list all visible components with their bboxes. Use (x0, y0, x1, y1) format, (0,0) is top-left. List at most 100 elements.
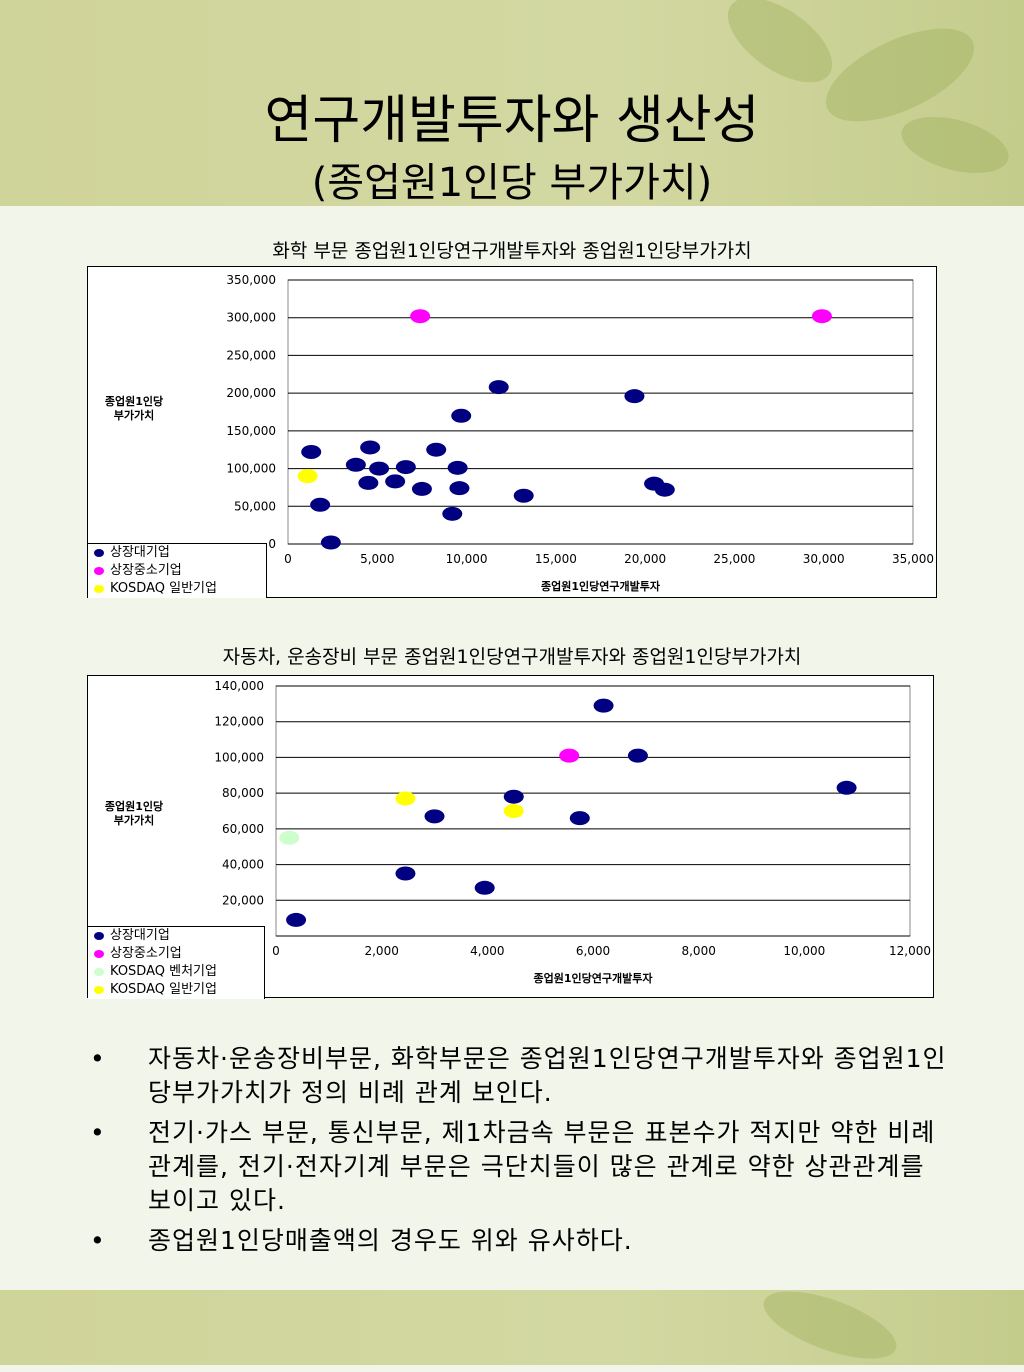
legend-label: 상장중소기업 (110, 563, 182, 578)
slide-subtitle: (종업원1인당 부가가치) (311, 160, 713, 206)
x-tick-label: 10,000 (446, 552, 488, 566)
data-point (345, 457, 366, 472)
chart2-plot: 0 20,000 40,000 60,000 80,000 100,000 120,000 1… (87, 675, 934, 999)
y-tick-label: 0 (268, 537, 276, 551)
x-tick-label: 0 (284, 552, 292, 566)
y-tick-label: 250,000 (226, 348, 276, 362)
x-tick-label: 20,000 (624, 552, 666, 566)
data-point (503, 789, 524, 804)
data-point (360, 440, 381, 455)
legend-item: 상장대기업 (88, 927, 264, 945)
legend-item: 상장중소기업 (88, 945, 264, 963)
legend-dot (94, 566, 104, 575)
data-point (279, 830, 300, 845)
data-point (627, 748, 648, 763)
data-point (593, 698, 614, 713)
data-point (569, 811, 590, 826)
data-point (301, 444, 322, 459)
x-tick-label: 4,000 (470, 944, 504, 958)
data-point (488, 380, 509, 395)
chart1-ylabel-line2: 부가가치 (113, 409, 155, 422)
bullet-item: • 전기·가스 부문, 통신부문, 제1차금속 부문은 표본수가 적지만 약한 … (90, 1116, 950, 1218)
x-tick-label: 35,000 (892, 552, 934, 566)
chart2-title: 자동차, 운송장비 부문 종업원1인당연구개발투자와 종업원1인당부가가치 (222, 646, 802, 668)
data-point (474, 880, 495, 895)
data-point (410, 309, 431, 324)
x-tick-label: 25,000 (713, 552, 755, 566)
data-point (559, 748, 580, 763)
legend-dot (94, 584, 104, 593)
y-tick-label: 50,000 (234, 499, 276, 513)
y-tick-label: 80,000 (222, 786, 264, 800)
y-tick-label: 200,000 (226, 386, 276, 400)
bullet-text: 전기·가스 부문, 통신부문, 제1차금속 부문은 표본수가 적지만 약한 비례… (148, 1118, 936, 1215)
chart1-ylabel: 종업원1인당 부가가치 (88, 395, 180, 423)
data-point (369, 461, 390, 476)
chart1-svg: 0 50,000 100,000 150,000 200,000 250,000 300,0… (226, 273, 934, 593)
slide-title: 연구개발투자와 생산성 (264, 91, 760, 151)
chart1-legend: 상장대기업 상장중소기업 KOSDAQ 일반기업 (88, 543, 267, 598)
chart2-ylabel: 종업원1인당 부가가치 (88, 800, 180, 828)
y-tick-label: 140,000 (214, 679, 264, 693)
x-tick-label: 30,000 (803, 552, 845, 566)
data-point (411, 481, 432, 496)
bullet-list: • 자동차·운송장비부문, 화학부문은 종업원1인당연구개발투자와 종업원1인당… (90, 1042, 950, 1264)
legend-item: 상장중소기업 (88, 562, 266, 580)
chart2-legend: 상장대기업 상장중소기업 KOSDAQ 벤처기업 KOSDAQ 일반기업 (88, 926, 265, 999)
data-point (451, 408, 472, 423)
data-point (297, 469, 318, 484)
legend-dot (94, 548, 104, 557)
legend-dot (94, 967, 104, 976)
data-point (503, 804, 524, 818)
data-point (395, 866, 416, 881)
data-point (320, 535, 341, 550)
legend-label: KOSDAQ 일반기업 (110, 581, 217, 596)
y-tick-label: 60,000 (222, 822, 264, 836)
y-tick-label: 120,000 (214, 715, 264, 729)
chart2-svg: 0 20,000 40,000 60,000 80,000 100,000 120,000 1… (214, 679, 931, 985)
x-tick-label: 0 (272, 944, 280, 958)
x-axis-label: 종업원1인당연구개발투자 (534, 971, 654, 985)
y-tick-label: 40,000 (222, 858, 264, 872)
data-point (442, 506, 463, 521)
x-tick-label: 2,000 (364, 944, 398, 958)
y-tick-label: 150,000 (226, 424, 276, 438)
bullet-mark: • (90, 1118, 106, 1147)
legend-label: 상장대기업 (110, 928, 170, 943)
data-point (449, 481, 470, 496)
chart1-ylabel-line1: 종업원1인당 (104, 395, 164, 408)
x-tick-label: 8,000 (681, 944, 715, 958)
legend-dot (94, 931, 104, 940)
legend-item: KOSDAQ 벤처기업 (88, 963, 264, 981)
data-point (424, 809, 445, 824)
x-tick-label: 10,000 (783, 944, 825, 958)
data-point (310, 497, 331, 512)
data-point (513, 488, 534, 503)
legend-label: 상장중소기업 (110, 946, 182, 961)
bullet-item: • 종업원1인당매출액의 경우도 위와 유사하다. (90, 1224, 950, 1258)
y-tick-label: 100,000 (214, 750, 264, 764)
legend-dot (94, 985, 104, 994)
bullet-mark: • (90, 1226, 106, 1255)
plot-area (287, 279, 914, 545)
x-tick-label: 5,000 (360, 552, 394, 566)
chart1-plot: 0 50,000 100,000 150,000 200,000 250,000 300,0… (87, 266, 937, 598)
legend-dot (94, 949, 104, 958)
data-point (358, 475, 379, 490)
bullet-item: • 자동차·운송장비부문, 화학부문은 종업원1인당연구개발투자와 종업원1인당… (90, 1042, 950, 1110)
header-band (0, 0, 1024, 206)
data-point (836, 780, 857, 795)
y-tick-label: 350,000 (226, 273, 276, 287)
bullet-text: 종업원1인당매출액의 경우도 위와 유사하다. (148, 1226, 633, 1255)
data-point (395, 791, 416, 806)
x-axis-label: 종업원1인당연구개발투자 (541, 579, 661, 593)
y-tick-label: 300,000 (226, 311, 276, 325)
y-tick-label: 100,000 (226, 462, 276, 476)
data-point (654, 482, 675, 497)
legend-item: KOSDAQ 일반기업 (88, 580, 266, 598)
chart1-title: 화학 부문 종업원1인당연구개발투자와 종업원1인당부가가치 (272, 240, 752, 262)
data-point (811, 309, 832, 324)
bullet-mark: • (90, 1044, 106, 1073)
plot-area (275, 685, 911, 937)
x-tick-label: 12,000 (889, 944, 931, 958)
